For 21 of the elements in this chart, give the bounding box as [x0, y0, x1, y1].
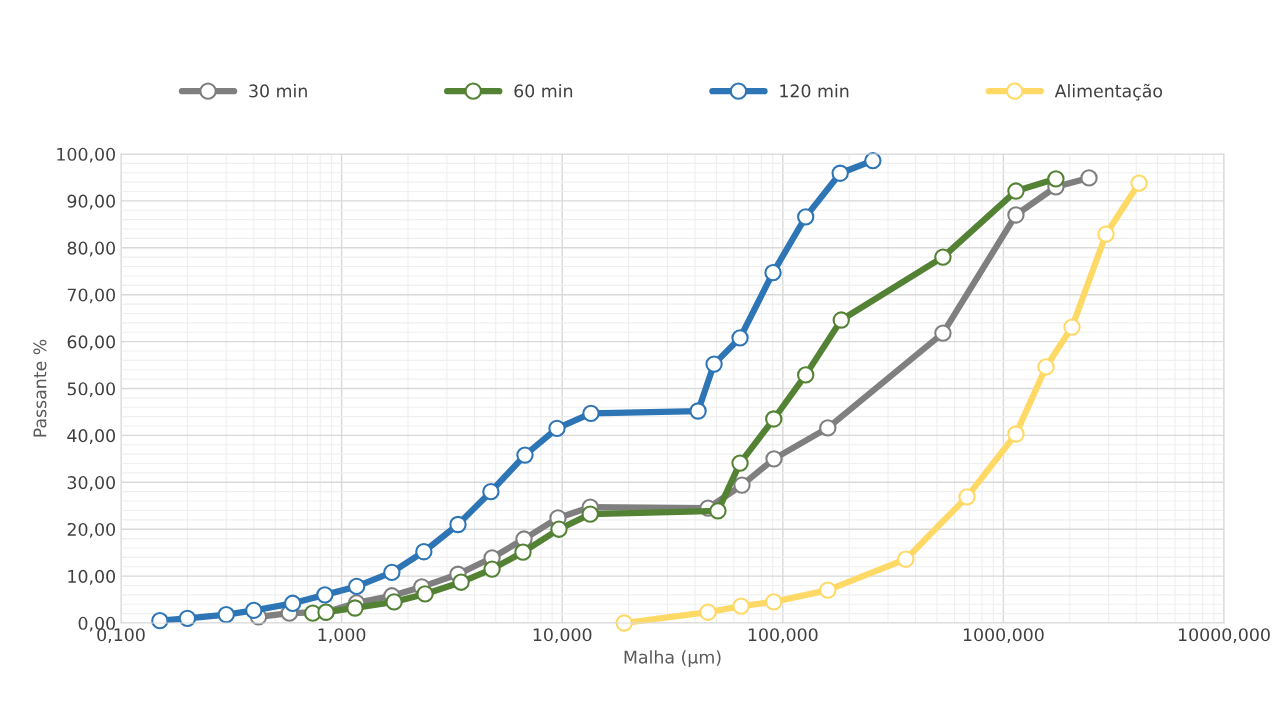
x-tick-label: 10000,000: [1178, 628, 1270, 644]
y-tick-label: 30,00: [67, 476, 115, 491]
y-tick-label: 80,00: [67, 241, 115, 257]
y-tick-label: 90,00: [67, 194, 115, 210]
y-tick-label: 40,00: [67, 429, 115, 445]
legend-label: Alimentação: [1054, 83, 1163, 101]
y-tick-label: 50,00: [67, 382, 115, 398]
x-tick-label: 1,000: [318, 628, 366, 644]
y-tick-label: 20,00: [67, 522, 115, 538]
x-tick-label: 1000,000: [963, 628, 1044, 644]
legend-label: 30 min: [249, 84, 307, 98]
y-tick-label: 70,00: [67, 288, 115, 304]
x-axis-title: Malha (µm): [624, 650, 721, 668]
x-tick-label: 100,000: [748, 628, 818, 644]
y-tick-label: 100,00: [57, 147, 115, 163]
x-tick-label: 10,000: [533, 628, 592, 644]
legend-label: 120 min: [780, 84, 849, 98]
y-axis-title: Passante %: [33, 339, 47, 437]
y-tick-label: 10,00: [68, 569, 115, 585]
legend-label: 60 min: [514, 84, 573, 98]
y-tick-label: 60,00: [67, 335, 115, 351]
